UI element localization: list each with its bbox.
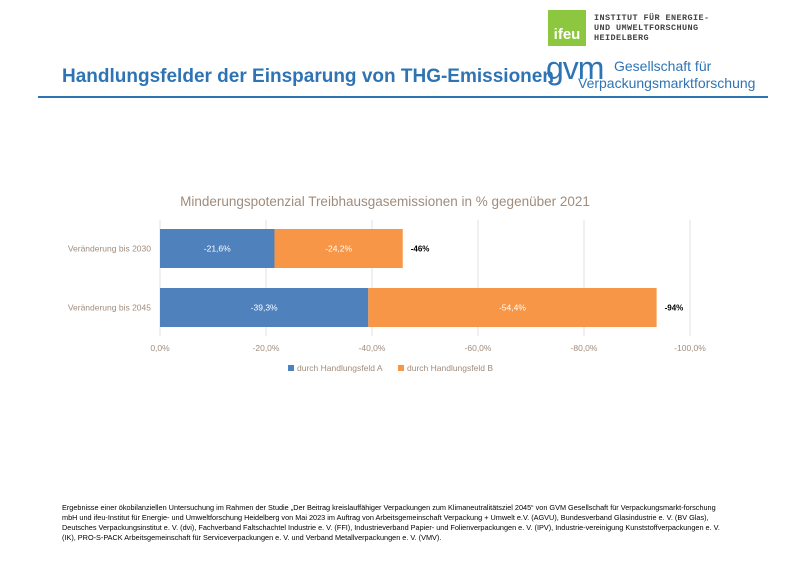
gvm-text-line2: Verpackungsmarktforschung bbox=[578, 75, 756, 91]
x-tick-label: -20,0% bbox=[253, 343, 280, 353]
bar-total-label: -46% bbox=[411, 245, 430, 254]
legend-label: durch Handlungsfeld B bbox=[407, 363, 493, 373]
title-divider bbox=[38, 96, 768, 98]
x-tick-label: 0,0% bbox=[150, 343, 170, 353]
category-label: Veränderung bis 2030 bbox=[68, 244, 151, 254]
legend-swatch bbox=[398, 365, 404, 371]
x-tick-label: -100,0% bbox=[674, 343, 706, 353]
bar-segment bbox=[368, 288, 657, 327]
ifeu-logo-mark: ifeu bbox=[553, 26, 581, 43]
legend-label: durch Handlungsfeld A bbox=[297, 363, 383, 373]
bar-total-label: -94% bbox=[665, 304, 684, 313]
bar-data-label: -54,4% bbox=[499, 303, 526, 313]
x-tick-label: -40,0% bbox=[359, 343, 386, 353]
bar-data-label: -21,6% bbox=[204, 244, 231, 254]
gvm-text-line1: Gesellschaft für bbox=[614, 58, 712, 74]
bar-data-label: -39,3% bbox=[251, 303, 278, 313]
category-label: Veränderung bis 2045 bbox=[68, 303, 151, 313]
source-footnote: Ergebnisse einer ökobilanziellen Untersu… bbox=[62, 503, 720, 542]
x-tick-label: -60,0% bbox=[465, 343, 492, 353]
ifeu-text-line3: HEIDELBERG bbox=[594, 33, 650, 43]
slide-title: Handlungsfelder der Einsparung von THG-E… bbox=[62, 66, 554, 87]
bar-segment bbox=[274, 229, 403, 268]
ifeu-logo: ifeu bbox=[548, 10, 586, 46]
ifeu-logo-text: INSTITUT FÜR ENERGIE- UND UMWELTFORSCHUN… bbox=[594, 13, 734, 43]
ifeu-text-line2: UND UMWELTFORSCHUNG bbox=[594, 23, 699, 33]
bar-data-label: -24,2% bbox=[325, 244, 352, 254]
legend-swatch bbox=[288, 365, 294, 371]
gvm-logo: gvm bbox=[546, 50, 604, 86]
ifeu-text-line1: INSTITUT FÜR ENERGIE- bbox=[594, 13, 710, 23]
chart-title: Minderungspotenzial Treibhausgasemission… bbox=[180, 194, 590, 209]
x-tick-label: -80,0% bbox=[571, 343, 598, 353]
bar-segment bbox=[160, 229, 275, 268]
gvm-logo-text: Gesellschaft für Verpackungsmarktforschu… bbox=[578, 58, 764, 92]
bar-segment bbox=[160, 288, 369, 327]
